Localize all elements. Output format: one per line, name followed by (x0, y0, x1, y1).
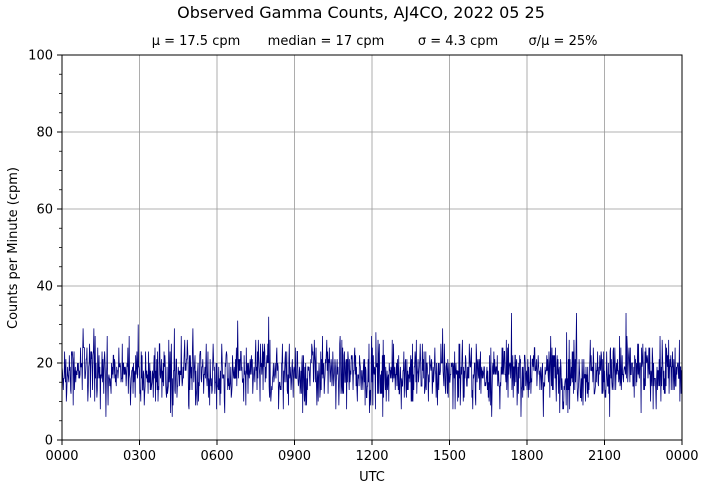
x-tick-label: 1200 (355, 449, 388, 464)
x-tick-label: 0000 (45, 449, 78, 464)
grid-lines (62, 55, 682, 440)
subtitle-sigma: σ = 4.3 cpm (418, 34, 498, 49)
y-tick-label: 80 (36, 126, 53, 141)
x-tick-label: 0900 (278, 449, 311, 464)
series-line-gamma-counts (61, 312, 682, 417)
subtitle-ratio: σ/μ = 25% (529, 34, 598, 49)
chart-title: Observed Gamma Counts, AJ4CO, 2022 05 25 (177, 3, 545, 22)
y-axis-label: Counts per Minute (cpm) (6, 167, 21, 329)
y-tick-label: 60 (36, 203, 53, 218)
y-tick-label: 100 (28, 49, 53, 64)
x-tick-label: 0000 (665, 449, 698, 464)
y-tick-label: 40 (36, 280, 53, 295)
axis-ticks: 0000 0300 0600 0900 1200 1500 1800 2100 00000204… (28, 49, 698, 465)
y-tick-label: 20 (36, 357, 53, 372)
chart-subtitle: μ = 17.5 cpm median = 17 cpm σ = 4.3 cpm… (152, 34, 598, 49)
x-tick-label: 1500 (433, 449, 466, 464)
x-tick-label: 1800 (510, 449, 543, 464)
y-tick-label: 0 (45, 434, 53, 449)
subtitle-median: median = 17 cpm (268, 34, 385, 49)
x-axis-label: UTC (359, 470, 385, 485)
x-tick-label: 0300 (123, 449, 156, 464)
x-tick-label: 2100 (588, 449, 621, 464)
x-tick-label: 0600 (200, 449, 233, 464)
subtitle-mean: μ = 17.5 cpm (152, 34, 241, 49)
